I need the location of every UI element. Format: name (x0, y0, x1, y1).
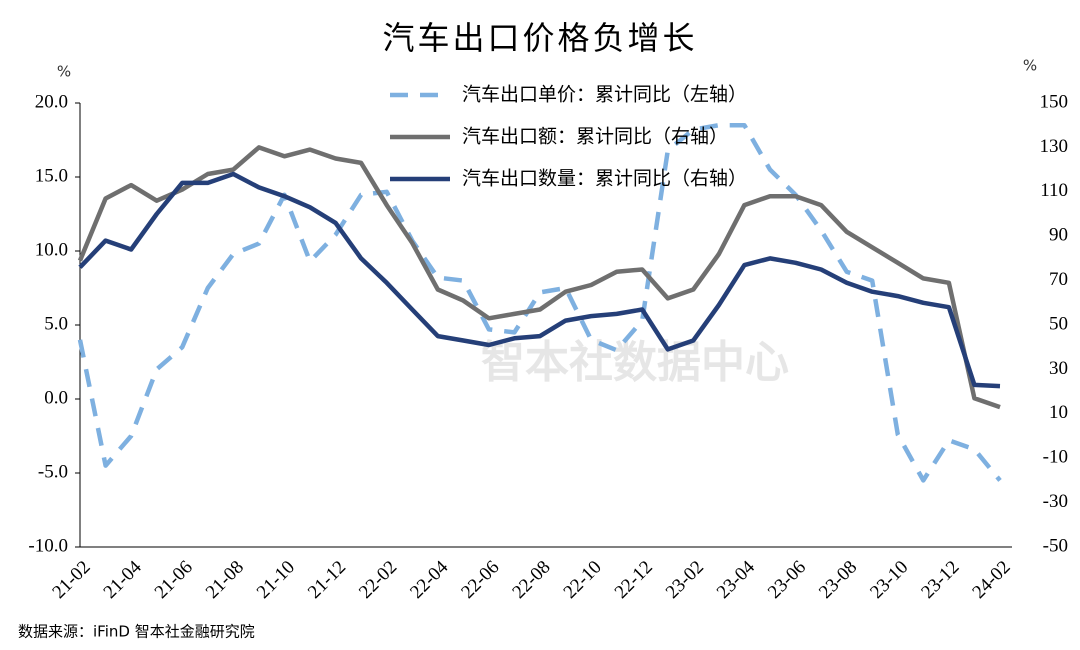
y2-tick-label: 50 (1049, 313, 1068, 334)
x-tick-label: 22-10 (560, 557, 606, 603)
y-tick-label: -10.0 (28, 535, 68, 556)
x-tick-label: 23-02 (662, 557, 708, 603)
x-tick-label: 23-10 (866, 557, 912, 603)
y-unit: % (57, 63, 71, 81)
x-tick-label: 21-08 (202, 557, 248, 603)
y-tick-label: 5.0 (44, 313, 68, 334)
y2-tick-label: 70 (1049, 269, 1068, 290)
x-tick-label: 23-04 (713, 556, 760, 603)
y-tick-label: 10.0 (35, 239, 68, 260)
y2-tick-label: -30 (1043, 491, 1068, 512)
series-line (77, 122, 1002, 483)
legend-label: 汽车出口额：累计同比（右轴） (462, 126, 728, 148)
y-tick-label: 0.0 (44, 387, 68, 408)
x-tick-label: 22-12 (611, 557, 657, 603)
y2-tick-label: 130 (1040, 136, 1069, 157)
x-tick-label: 23-12 (917, 557, 963, 603)
y2-tick-label: 110 (1040, 180, 1068, 201)
x-tick-label: 21-02 (48, 557, 94, 603)
x-tick-label: 22-06 (457, 557, 503, 603)
x-tick-label: 22-02 (355, 557, 401, 603)
x-tick-label: 21-06 (151, 557, 197, 603)
series-line (78, 171, 1001, 389)
x-tick-label: 21-04 (100, 556, 147, 603)
legend-label: 汽车出口数量：累计同比（右轴） (462, 168, 747, 190)
x-tick-label: 24-02 (968, 557, 1014, 603)
y2-unit: % (1023, 57, 1037, 75)
y2-tick-label: -10 (1043, 447, 1068, 468)
y2-tick-label: 90 (1049, 225, 1068, 246)
legend-label: 汽车出口单价：累计同比（左轴） (462, 84, 747, 106)
x-tick-label: 23-08 (815, 557, 861, 603)
y2-tick-label: 30 (1049, 358, 1068, 379)
watermark: 智本社数据中心 (481, 337, 789, 388)
y2-tick-label: 150 (1040, 91, 1069, 112)
y-tick-label: -5.0 (38, 461, 68, 482)
x-tick-label: 21-12 (304, 557, 350, 603)
y2-tick-label: 10 (1049, 402, 1068, 423)
y-tick-label: 20.0 (35, 91, 68, 112)
x-tick-label: 23-06 (764, 557, 810, 603)
y-tick-label: 15.0 (35, 165, 68, 186)
series-line (77, 145, 1001, 410)
source-note: 数据来源：iFinD 智本社金融研究院 (18, 623, 255, 641)
x-tick-label: 22-08 (508, 557, 554, 603)
y2-tick-label: -50 (1043, 535, 1068, 556)
chart-title: 汽车出口价格负增长 (382, 19, 697, 57)
x-tick-label: 22-04 (406, 556, 453, 603)
x-tick-label: 21-10 (253, 557, 299, 603)
